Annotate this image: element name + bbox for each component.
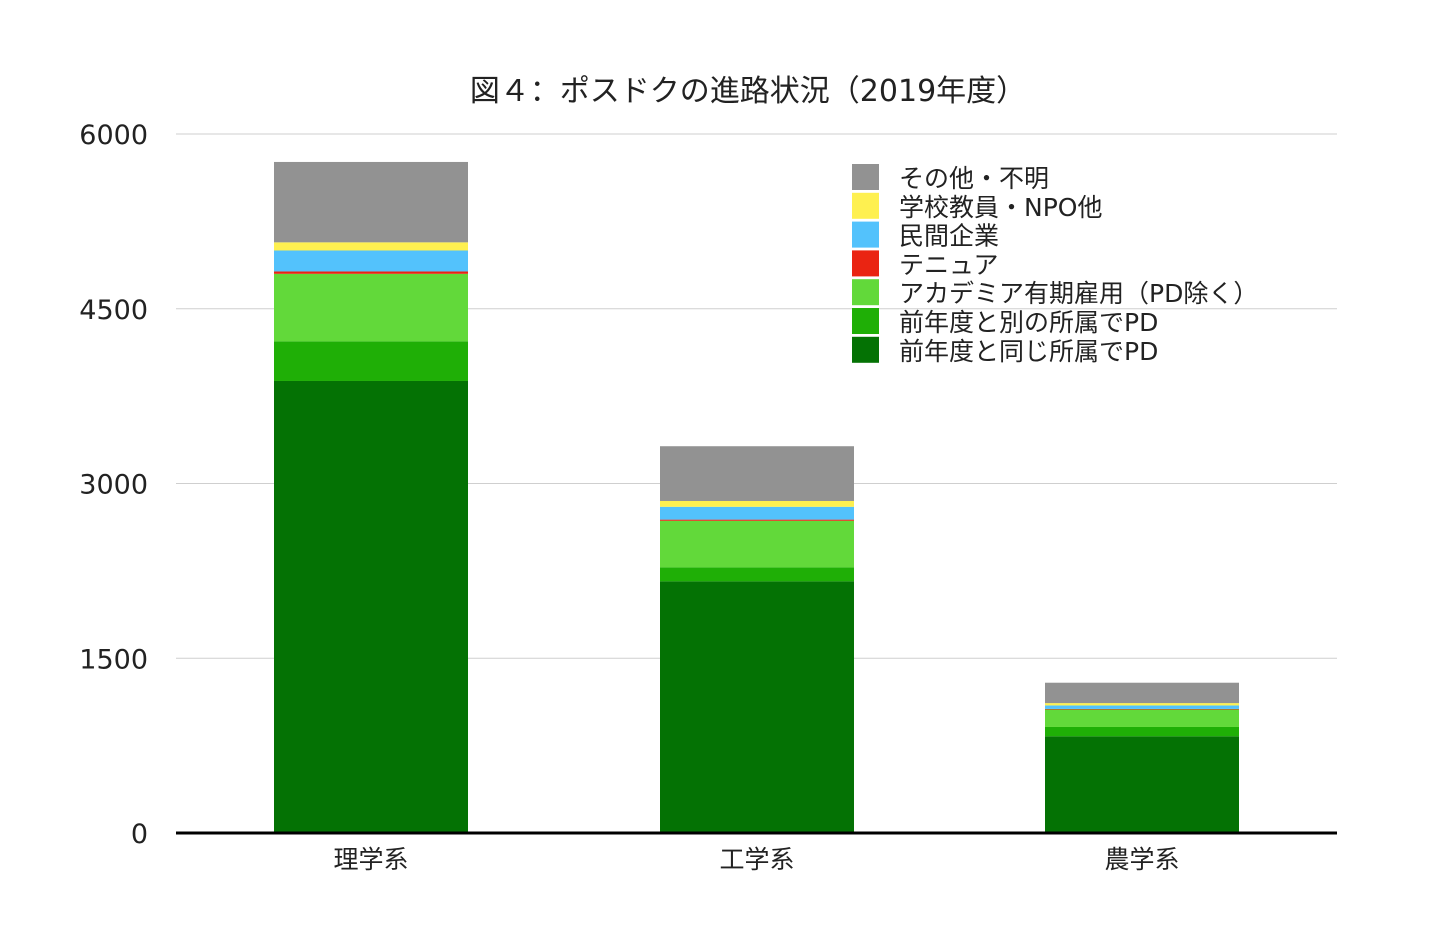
legend-item: 民間企業 xyxy=(852,221,999,251)
legend-swatch xyxy=(852,336,879,363)
bar-segment-1-0 xyxy=(660,581,854,833)
bar-segment-2-1 xyxy=(1045,726,1239,737)
legend-item: テニュア xyxy=(852,250,999,279)
legend-swatch xyxy=(852,192,879,219)
bar-segment-0-0 xyxy=(274,380,468,833)
bar-segment-2-5 xyxy=(1045,703,1239,706)
y-tick-label: 0 xyxy=(131,819,148,850)
legend: その他・不明学校教員・NPO他民間企業テニュアアカデミア有期雇用（PD除く）前年… xyxy=(852,164,1258,366)
y-tick-label: 6000 xyxy=(79,120,148,151)
bar-segment-1-4 xyxy=(660,506,854,520)
legend-swatch xyxy=(852,221,879,248)
bar-segment-2-6 xyxy=(1045,682,1239,704)
y-axis-ticks: 0 1500 3000 4500 6000 xyxy=(79,120,148,850)
bar-stack-1 xyxy=(660,446,854,833)
bar-segment-0-6 xyxy=(274,161,468,243)
legend-swatch xyxy=(852,279,879,306)
bar-segment-1-5 xyxy=(660,500,854,507)
bar-segment-0-5 xyxy=(274,242,468,251)
y-tick-label: 4500 xyxy=(79,295,148,326)
x-category-label: 農学系 xyxy=(1104,845,1179,874)
bar-segment-1-6 xyxy=(660,446,854,501)
legend-swatch xyxy=(852,308,879,334)
bar-segment-1-3 xyxy=(660,519,854,521)
bar-stack-2 xyxy=(1045,682,1239,833)
legend-item: 前年度と別の所属でPD xyxy=(852,308,1158,337)
bar-segment-1-2 xyxy=(660,520,854,568)
x-category-label: 工学系 xyxy=(719,845,794,874)
legend-label: 学校教員・NPO他 xyxy=(899,193,1102,222)
legend-label: 民間企業 xyxy=(899,222,999,251)
bar-segment-0-1 xyxy=(274,341,468,381)
legend-label: アカデミア有期雇用（PD除く） xyxy=(899,279,1258,308)
legend-item: その他・不明 xyxy=(852,164,1049,193)
bar-segment-2-0 xyxy=(1045,736,1239,833)
x-category-label: 理学系 xyxy=(333,845,408,874)
y-tick-label: 1500 xyxy=(79,644,148,675)
bar-segment-0-3 xyxy=(274,271,468,274)
bar-segment-2-3 xyxy=(1045,708,1239,710)
bar-segment-0-4 xyxy=(274,250,468,272)
legend-item: 前年度と同じ所属でPD xyxy=(852,336,1158,366)
legend-label: 前年度と同じ所属でPD xyxy=(899,337,1158,366)
y-tick-label: 3000 xyxy=(79,470,148,501)
legend-label: テニュア xyxy=(899,250,999,279)
legend-item: アカデミア有期雇用（PD除く） xyxy=(852,279,1258,308)
legend-swatch xyxy=(852,164,879,190)
bar-segment-1-1 xyxy=(660,567,854,582)
x-axis-categories: 理学系 工学系 農学系 xyxy=(333,845,1179,874)
legend-swatch xyxy=(852,250,879,277)
bar-segment-2-2 xyxy=(1045,709,1239,727)
bar-segment-0-2 xyxy=(274,273,468,342)
legend-label: 前年度と別の所属でPD xyxy=(899,308,1158,337)
chart-title: 図４：ポスドクの進路状況（2019年度） xyxy=(470,74,1026,109)
bar-stack-0 xyxy=(274,161,468,833)
bars xyxy=(274,161,1239,833)
legend-label: その他・不明 xyxy=(899,164,1049,193)
legend-item: 学校教員・NPO他 xyxy=(852,192,1102,222)
bar-segment-2-4 xyxy=(1045,705,1239,709)
